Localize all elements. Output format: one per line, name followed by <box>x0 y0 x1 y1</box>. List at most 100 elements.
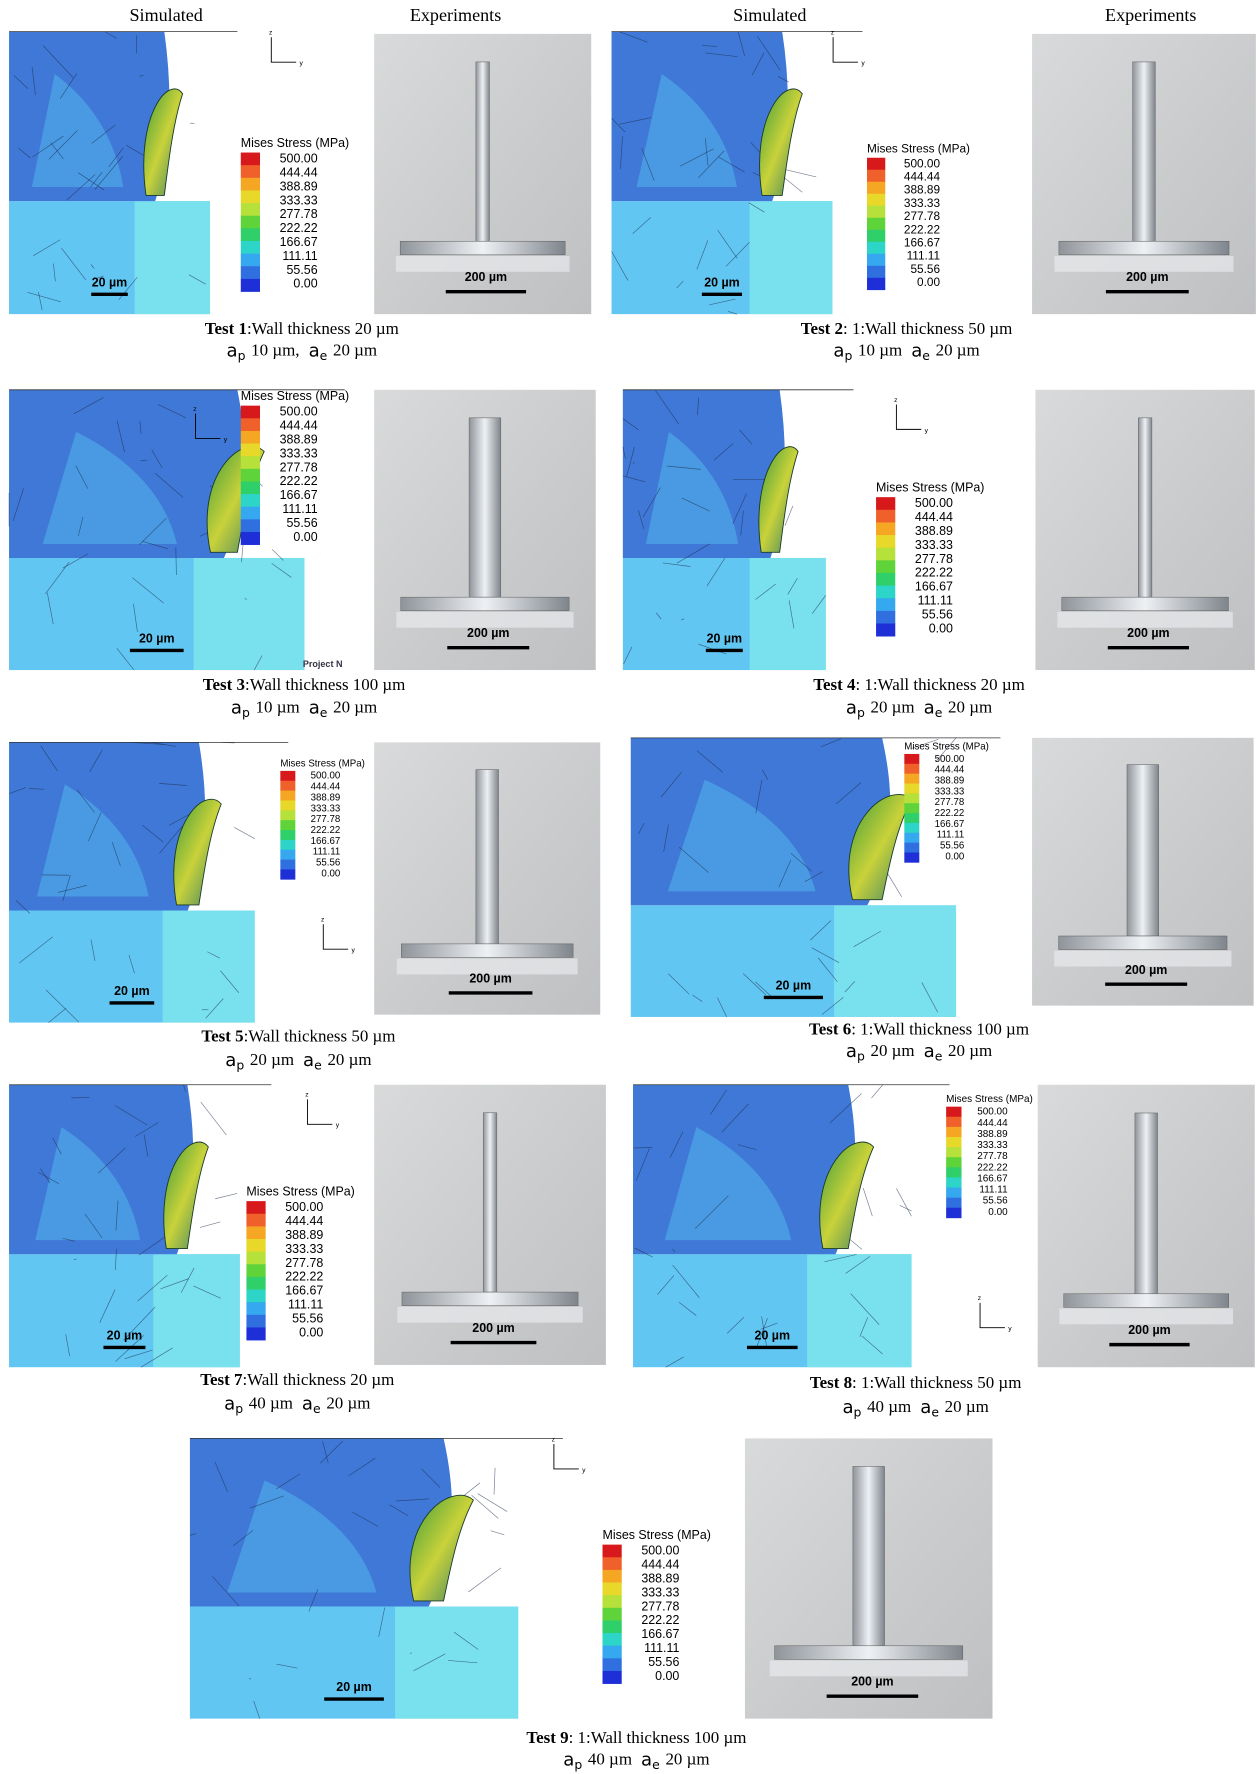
param-value: 20 µm <box>948 697 992 716</box>
legend-title: Mises Stress (MPa) <box>246 1184 354 1198</box>
param-symbol: a <box>911 340 922 361</box>
legend-title: Mises Stress (MPa) <box>876 480 984 494</box>
mesh-line <box>887 873 902 897</box>
mesh-line <box>835 782 862 805</box>
color-band <box>240 456 260 470</box>
mesh-line <box>619 31 648 43</box>
mesh-line <box>128 954 135 974</box>
color-band <box>602 1582 622 1596</box>
param-value: 40 µm <box>867 1397 911 1416</box>
legend-level: 277.78 <box>935 797 965 808</box>
base <box>774 1645 964 1660</box>
mesh-line <box>809 920 832 941</box>
axis-label: y <box>336 1122 340 1129</box>
legend-level: 111.11 <box>644 1641 679 1655</box>
column-header: Simulated <box>130 5 203 25</box>
legend-level: 277.78 <box>977 1151 1008 1162</box>
mesh-line <box>899 1205 912 1212</box>
legend-level: 444.44 <box>935 765 965 776</box>
legend-level: 55.56 <box>292 1311 323 1325</box>
mesh-line <box>737 1144 757 1151</box>
mesh-line <box>45 561 70 595</box>
tool-shade <box>36 784 149 897</box>
color-band <box>240 215 260 229</box>
mesh-line <box>62 553 89 569</box>
legend-level: 444.44 <box>977 1118 1008 1129</box>
param-symbol: a <box>231 697 242 718</box>
legend-level: 111.11 <box>937 830 964 841</box>
mesh-line <box>320 1440 344 1464</box>
workpiece-light <box>193 557 305 671</box>
mesh-line <box>151 449 163 469</box>
mesh-line <box>62 1237 75 1242</box>
mesh-line <box>48 130 78 160</box>
color-band <box>867 277 886 291</box>
scale-label: 200 µm <box>1128 1323 1170 1337</box>
mesh-line <box>844 981 856 993</box>
color-band <box>246 1239 266 1253</box>
mesh-line <box>62 874 71 901</box>
mesh-line <box>348 1457 376 1477</box>
param-sub: e <box>652 1756 660 1771</box>
column-header: Experiments <box>1105 5 1196 25</box>
legend-level: 388.89 <box>904 183 940 197</box>
legend-level: 333.33 <box>977 1140 1008 1151</box>
legend-level: 500.00 <box>280 152 318 166</box>
legend-level: 500.00 <box>641 1544 679 1558</box>
color-band <box>876 497 896 511</box>
wall <box>1134 1112 1158 1295</box>
legend-title: Mises Stress (MPa) <box>904 741 989 752</box>
base <box>399 240 566 256</box>
mesh-line <box>139 420 142 434</box>
param-value: 20 µm <box>333 340 377 359</box>
legend-level: 333.33 <box>904 196 941 210</box>
color-band <box>240 405 260 419</box>
mesh-line <box>660 772 682 798</box>
mesh-line <box>116 420 125 453</box>
mesh-line <box>811 947 840 963</box>
mesh-line <box>740 510 744 536</box>
mesh-line <box>635 1148 650 1181</box>
caption-text: :Wall thickness 20 µm <box>242 1370 394 1389</box>
base <box>401 1291 579 1306</box>
scale-label: 20 µm <box>707 632 742 646</box>
color-band <box>246 1251 266 1265</box>
mesh-line <box>60 73 78 99</box>
color-band <box>240 266 260 280</box>
mesh-line <box>137 1274 168 1302</box>
axis-label: z <box>831 30 835 37</box>
color-band <box>946 1116 962 1128</box>
color-band <box>867 253 886 267</box>
mesh-line <box>663 824 669 852</box>
scale-label: 200 µm <box>1127 626 1169 640</box>
mesh-line <box>777 76 789 83</box>
mesh-line <box>193 1285 221 1299</box>
mesh-line <box>748 202 765 213</box>
color-band <box>602 1620 622 1634</box>
mesh-line <box>727 310 738 315</box>
color-band <box>246 1213 266 1227</box>
mesh-line <box>804 871 823 883</box>
mesh-line <box>829 1093 862 1124</box>
legend-level: 500.00 <box>285 1200 323 1214</box>
legend-level: 388.89 <box>935 775 965 786</box>
base <box>1063 1293 1229 1308</box>
param-sub: e <box>320 347 328 362</box>
param-value: 40 µm <box>588 1749 632 1768</box>
param-value: 10 µm <box>256 697 300 716</box>
caption-text: :Wall thickness 50 µm <box>244 1026 396 1045</box>
legend-level: 277.78 <box>280 460 318 474</box>
tool-shade <box>31 74 124 188</box>
legend-level: 0.00 <box>988 1207 1008 1218</box>
color-band <box>602 1658 622 1672</box>
mesh-line <box>142 824 164 843</box>
mesh-line <box>135 1122 159 1137</box>
param-sub: e <box>935 704 943 719</box>
mesh-line <box>308 1589 319 1612</box>
axis-triad <box>553 1444 579 1470</box>
axis-triad <box>895 404 922 430</box>
reflection <box>396 958 578 975</box>
mesh-line <box>622 475 646 483</box>
param-value: 10 µm, <box>251 340 299 359</box>
color-band <box>946 1167 962 1178</box>
